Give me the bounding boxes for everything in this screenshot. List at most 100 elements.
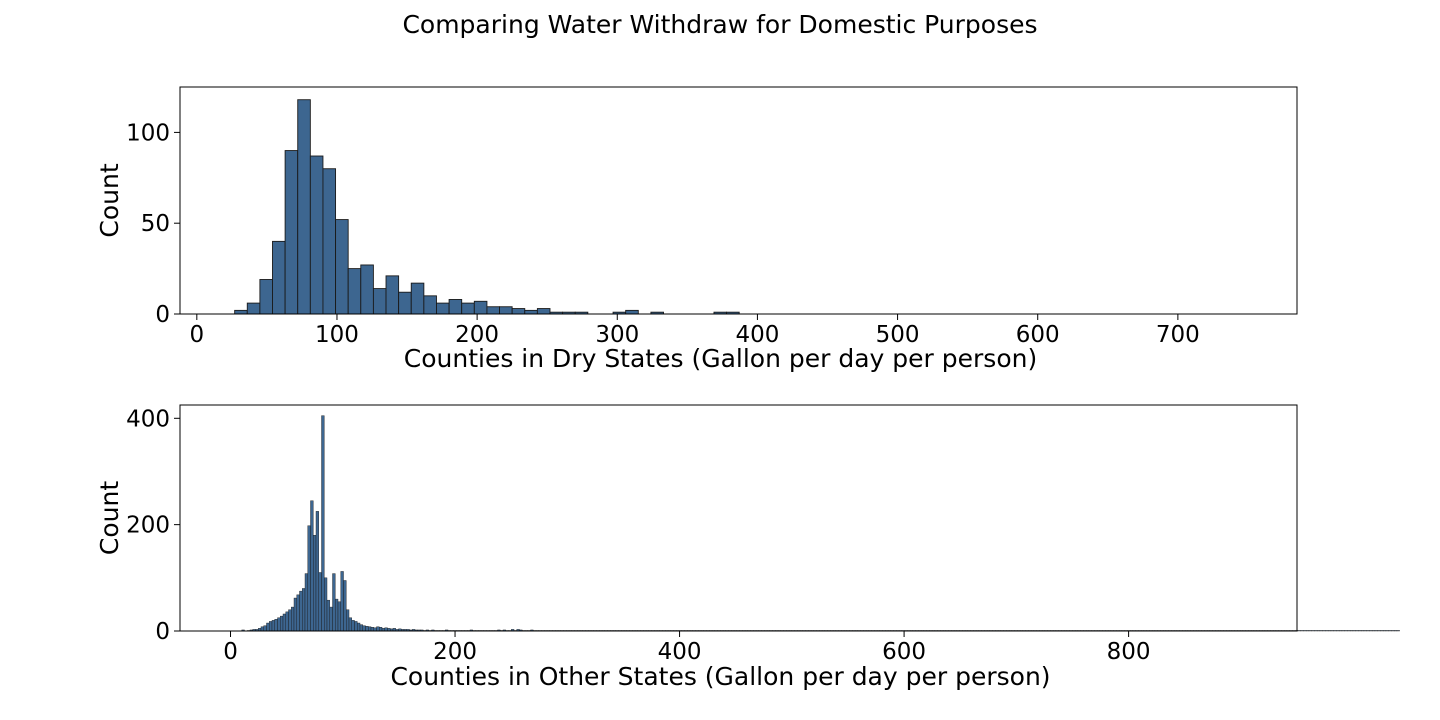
histogram-bar [1352,630,1356,632]
histogram-bar [1358,630,1362,632]
histogram-bar [524,309,538,315]
histogram-bar [1330,630,1334,632]
histogram-bar [337,601,341,632]
histogram-bar [1349,630,1354,632]
histogram-bar [347,268,362,315]
plot-frame [179,404,1298,632]
histogram-bar [274,619,278,632]
histogram-bar [263,625,267,632]
x-tick-label: 600 [882,639,926,665]
histogram-bar [340,571,344,632]
histogram-bar [302,588,306,632]
histogram-bar [1391,630,1395,632]
histogram-bar [1369,630,1373,632]
histogram-bar [486,306,500,315]
histogram-bar [299,590,303,632]
histogram-bar [1347,630,1351,632]
histogram-bar [309,155,324,315]
histogram-bar [271,620,275,632]
histogram-bar [291,606,295,632]
histogram-bar [1344,630,1348,632]
histogram-bar [313,535,317,632]
histogram-bar [379,627,383,632]
histogram-bar [1311,630,1315,632]
y-tick-label: 200 [126,513,170,539]
plot-frame [179,86,1298,315]
histogram-bar [346,609,350,632]
histogram-bar [260,626,264,632]
histogram-bar [1388,630,1392,632]
histogram-bar [1319,630,1323,632]
histogram-bar [1385,630,1389,632]
histogram-bar [1314,630,1318,632]
histogram-bar [269,621,273,632]
histogram-bar [410,282,425,315]
y-tick-label: 50 [141,211,170,237]
histogram-bar [348,617,352,632]
histogram-bar [310,500,314,632]
x-tick-label: 200 [455,322,499,348]
x-tick-label: 600 [1016,322,1060,348]
x-tick-label: 100 [315,322,359,348]
histogram-bar [360,264,374,315]
x-tick-label: 300 [595,322,639,348]
x-axis-label: Counties in Dry States (Gallon per day p… [404,344,1037,373]
y-tick-label: 400 [126,406,170,432]
histogram-bar [307,525,311,632]
histogram-bar [284,150,299,315]
histogram-bar [536,308,551,315]
histogram-bar [436,302,450,315]
histogram-bar [1374,630,1378,632]
y-tick-label: 100 [126,120,170,146]
histogram-bar [1297,630,1301,632]
histogram-bar [362,625,366,632]
histogram-bar [448,299,463,315]
histogram-bar [234,309,248,315]
histogram-bar [376,626,380,632]
histogram-bar [354,621,358,632]
histogram-bar [277,617,281,632]
histogram-bar [1360,630,1365,632]
histogram-bar [296,594,300,632]
histogram-bar [266,622,270,632]
histogram-bar [1336,630,1340,632]
x-tick-label: 500 [876,322,920,348]
histogram-bar [359,624,363,632]
y-axis-label: Count [95,163,124,237]
histogram-bar [1355,630,1359,632]
histogram-bar [318,572,322,632]
histogram-bar [1325,630,1329,632]
x-tick-label: 0 [189,322,204,348]
histogram-bar [335,598,339,632]
histogram-bar [1380,630,1384,632]
histogram-bar [293,597,297,632]
x-tick-label: 400 [658,639,702,665]
histogram-bar [1377,630,1381,632]
histogram-bar [259,279,273,315]
histogram-bar [1382,630,1387,632]
histogram-bar [365,626,369,632]
histogram-bar [282,613,286,632]
histogram-bar [398,291,412,315]
histogram-bar [285,611,289,632]
histogram-bar [625,309,639,315]
histogram-bar [385,275,400,315]
histogram-bar [511,308,526,315]
histogram-bar [272,240,286,315]
histogram-bar [1327,630,1332,632]
histogram-bar [1341,630,1345,632]
x-tick-label: 0 [223,639,238,665]
histogram-bar [322,168,337,315]
histogram-bar [1322,630,1326,632]
y-tick-label: 0 [155,619,170,645]
histogram-bar [288,609,292,632]
x-tick-label: 700 [1156,322,1200,348]
histogram-bar [1305,630,1310,632]
histogram-bar [1371,630,1376,632]
histogram-bar [304,573,308,632]
histogram-bar [329,606,333,632]
histogram-bar [1316,630,1321,632]
histogram-bar [372,288,387,315]
